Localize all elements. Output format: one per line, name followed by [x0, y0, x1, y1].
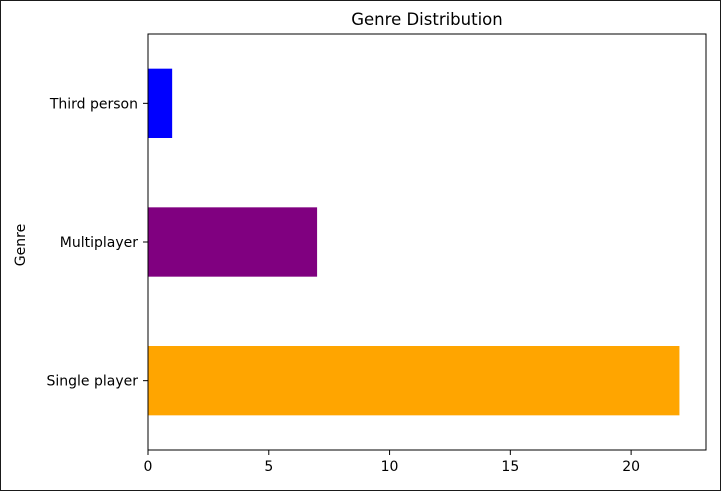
bars-group [148, 68, 680, 416]
y-tick-label: Multiplayer [60, 235, 138, 251]
bar-third-person [148, 68, 173, 138]
y-axis-label: Genre [13, 224, 29, 266]
bar-multiplayer [148, 207, 318, 277]
x-tick-label: 20 [622, 459, 640, 475]
x-tick-label: 15 [501, 459, 519, 475]
x-tick-label: 10 [381, 459, 399, 475]
bar-single-player [148, 346, 680, 416]
chart-title: Genre Distribution [351, 10, 502, 29]
x-tick-label: 0 [144, 459, 153, 475]
axes-group: 0 5 10 15 20 Single player Multiplayer Third pe… [47, 33, 707, 475]
y-tick-label: Third person [49, 96, 138, 112]
x-tick-label: 5 [264, 459, 273, 475]
y-tick-label: Single player [47, 374, 139, 390]
